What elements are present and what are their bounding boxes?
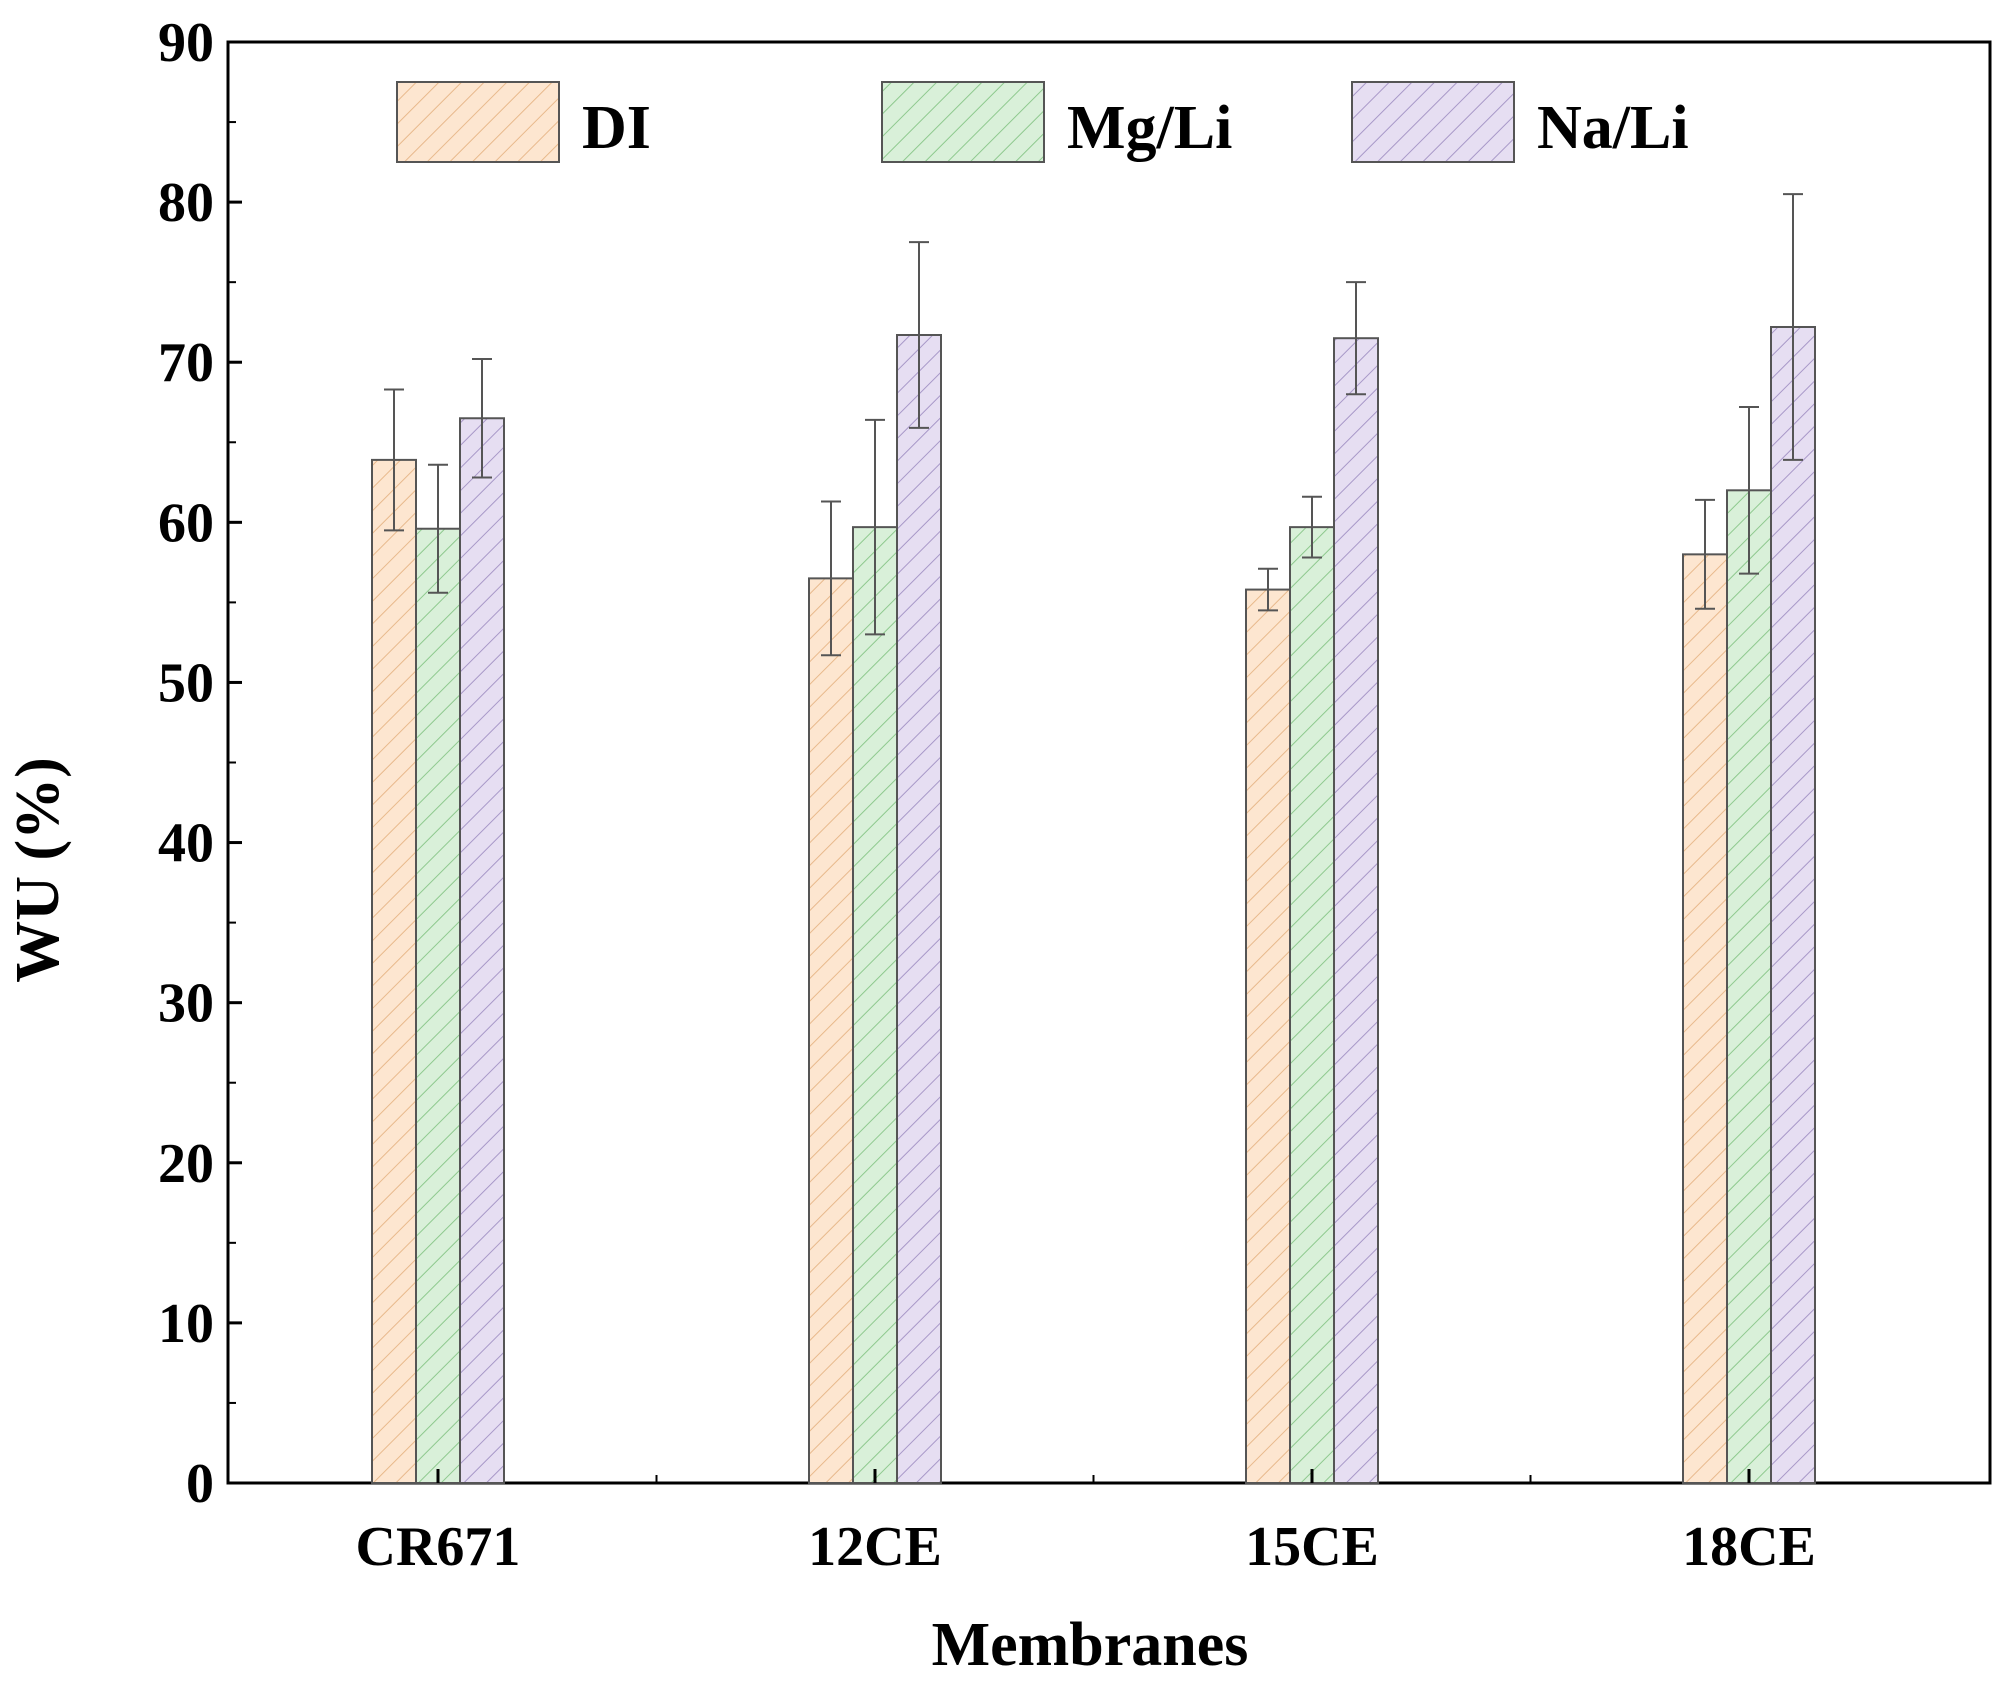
legend-swatch: [1351, 81, 1515, 163]
y-tick-label: 70: [158, 332, 214, 394]
error-bars-group: [384, 193, 1803, 657]
y-tick-label: 10: [158, 1293, 214, 1355]
legend-item-na-li: Na/Li: [1351, 81, 1689, 163]
bars-group: [371, 325, 1816, 1485]
error-bar: [1302, 495, 1322, 559]
x-tick-label-12ce: 12CE: [808, 1516, 942, 1578]
error-bar: [428, 463, 448, 594]
legend-swatch: [881, 81, 1045, 163]
error-bar: [1258, 567, 1278, 612]
error-bar: [1346, 281, 1366, 396]
legend-label: Mg/Li: [1067, 94, 1232, 162]
y-tick-label: 20: [158, 1133, 214, 1195]
bar-di-15ce: [1245, 588, 1291, 1484]
bar-mg-li-12ce: [852, 526, 898, 1484]
y-tick-label: 60: [158, 492, 214, 554]
bar-na-li-18ce: [1770, 325, 1816, 1484]
bar-di-12ce: [808, 577, 854, 1484]
error-bar: [472, 358, 492, 479]
axes-group: 0 10 20 30 40 50 60 70 80 90 CR671 12CE 15CE 18CE: [158, 12, 1816, 1578]
error-bar: [1695, 498, 1715, 610]
y-tick-label: 90: [158, 12, 214, 74]
legend-label: Na/Li: [1537, 94, 1689, 162]
x-tick-label-cr671: CR671: [356, 1516, 521, 1578]
error-bar: [909, 241, 929, 429]
bar-na-li-cr671: [459, 417, 505, 1484]
error-bar: [1739, 406, 1759, 575]
x-tick-label-15ce: 15CE: [1245, 1516, 1379, 1578]
y-axis-title: WU (%): [4, 757, 72, 983]
error-bar: [384, 388, 404, 532]
y-tick-label: 0: [186, 1453, 214, 1515]
y-tick-label: 40: [158, 813, 214, 875]
y-tick-label: 50: [158, 652, 214, 714]
x-axis-title: Membranes: [932, 1611, 1249, 1679]
legend: DI Mg/Li Na/Li: [396, 81, 1689, 163]
legend-label: DI: [582, 94, 651, 162]
y-tick-label: 80: [158, 172, 214, 234]
error-bar: [865, 418, 885, 636]
bar-na-li-15ce: [1333, 337, 1379, 1484]
bar-mg-li-cr671: [415, 527, 461, 1484]
bar-di-cr671: [371, 458, 417, 1484]
bar-di-18ce: [1682, 553, 1728, 1484]
error-bar: [1783, 193, 1803, 461]
x-tick-label-18ce: 18CE: [1682, 1516, 1816, 1578]
y-tick-label: 30: [158, 973, 214, 1035]
bar-mg-li-15ce: [1289, 526, 1335, 1484]
legend-swatch: [396, 81, 560, 163]
bar-na-li-12ce: [896, 334, 942, 1485]
legend-item-mg-li: Mg/Li: [881, 81, 1232, 163]
bar-mg-li-18ce: [1726, 489, 1772, 1484]
error-bar: [821, 500, 841, 657]
legend-item-di: DI: [396, 81, 651, 163]
